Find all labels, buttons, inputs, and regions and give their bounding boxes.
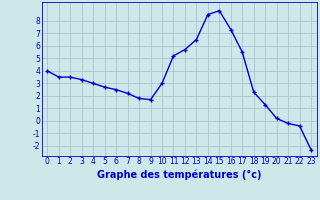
X-axis label: Graphe des températures (°c): Graphe des températures (°c) bbox=[97, 169, 261, 180]
